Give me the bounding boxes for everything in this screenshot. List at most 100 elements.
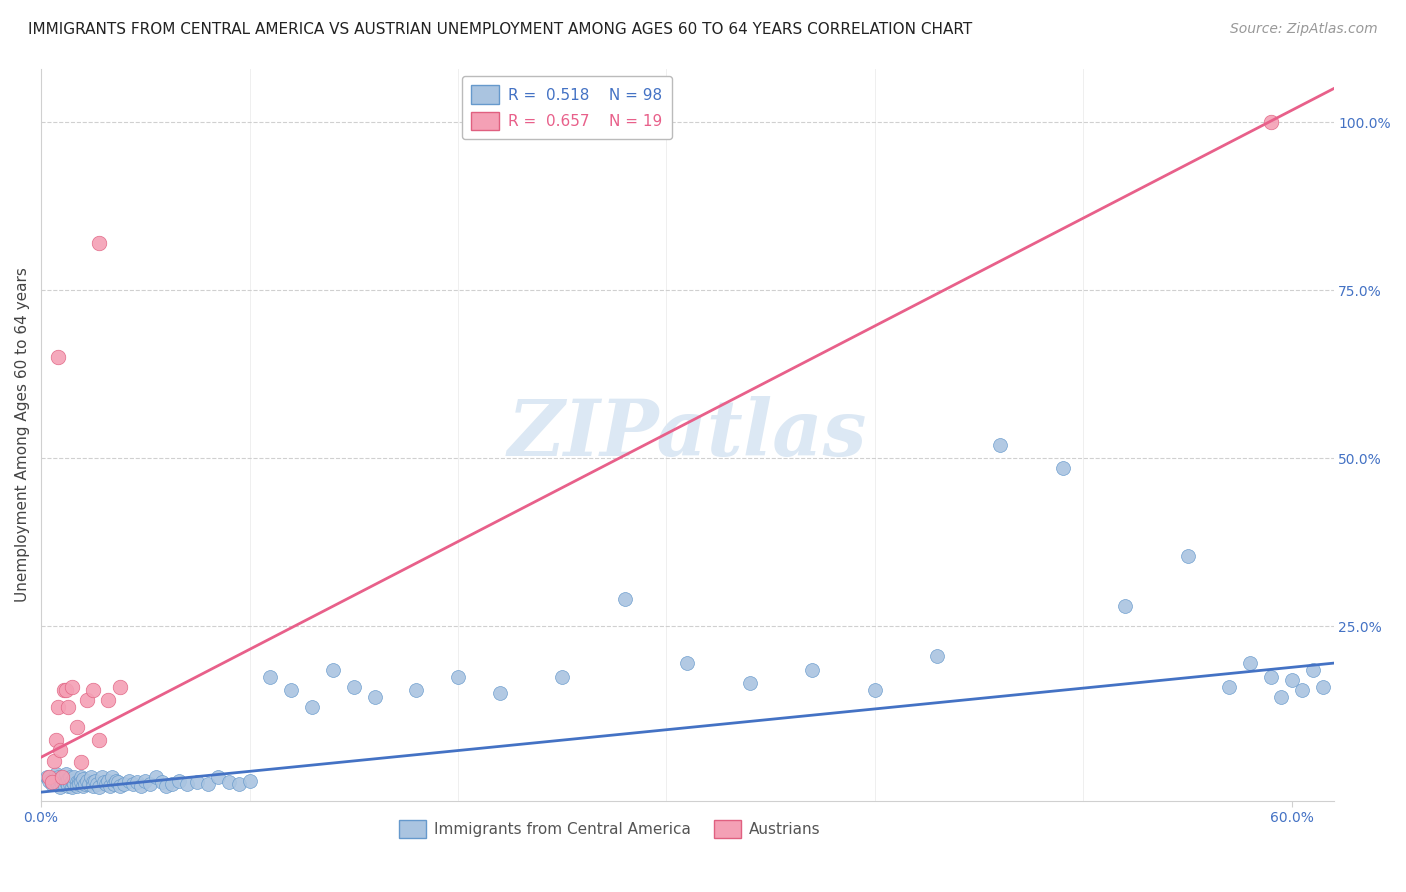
Point [49, 743, 72, 757]
Point [988, 438, 1011, 452]
Point [98, 779, 121, 793]
Point [89, 236, 111, 251]
Point [42, 754, 65, 768]
Point [1218, 680, 1240, 694]
Point [301, 699, 323, 714]
Point [82, 779, 104, 793]
Point [280, 683, 302, 698]
Point [51, 770, 73, 784]
Point [80, 770, 103, 784]
Text: ZIPatlas: ZIPatlas [508, 396, 868, 473]
Point [405, 683, 427, 698]
Point [69, 755, 91, 769]
Point [150, 775, 173, 789]
Point [45, 733, 67, 747]
Point [97, 773, 120, 788]
Point [197, 777, 219, 791]
Point [93, 775, 115, 789]
Point [1177, 549, 1199, 563]
Point [60, 773, 83, 788]
Point [322, 663, 344, 677]
Point [51, 770, 73, 784]
Point [60, 780, 83, 795]
Point [1281, 673, 1303, 687]
Point [1260, 115, 1282, 129]
Point [42, 772, 65, 787]
Point [363, 690, 385, 704]
Point [65, 775, 87, 789]
Point [72, 779, 94, 793]
Point [145, 770, 167, 784]
Point [76, 773, 98, 788]
Point [67, 773, 90, 788]
Point [58, 779, 80, 793]
Point [59, 777, 82, 791]
Point [38, 770, 60, 784]
Point [110, 680, 132, 694]
Point [238, 773, 260, 788]
Point [863, 683, 886, 698]
Point [58, 699, 80, 714]
Point [488, 686, 510, 700]
Legend: Immigrants from Central America, Austrians: Immigrants from Central America, Austria… [392, 814, 827, 845]
Point [1260, 669, 1282, 683]
Point [53, 777, 76, 791]
Point [101, 770, 124, 784]
Point [155, 779, 177, 793]
Point [138, 777, 160, 791]
Text: IMMIGRANTS FROM CENTRAL AMERICA VS AUSTRIAN UNEMPLOYMENT AMONG AGES 60 TO 64 YEA: IMMIGRANTS FROM CENTRAL AMERICA VS AUSTR… [28, 22, 973, 37]
Point [45, 775, 67, 789]
Point [89, 733, 111, 747]
Point [58, 772, 80, 787]
Y-axis label: Unemployment Among Ages 60 to 64 years: Unemployment Among Ages 60 to 64 years [15, 268, 30, 602]
Point [1312, 680, 1334, 694]
Point [49, 780, 72, 795]
Point [76, 693, 98, 707]
Point [46, 351, 69, 365]
Point [1291, 683, 1313, 698]
Point [162, 777, 184, 791]
Point [103, 777, 125, 791]
Point [65, 720, 87, 734]
Point [69, 775, 91, 789]
Point [218, 775, 240, 789]
Point [129, 779, 152, 793]
Point [1114, 599, 1136, 613]
Point [59, 770, 82, 784]
Point [89, 780, 111, 795]
Point [1302, 663, 1324, 677]
Point [167, 773, 190, 788]
Point [134, 773, 156, 788]
Point [51, 777, 73, 791]
Point [447, 669, 470, 683]
Point [801, 663, 824, 677]
Point [90, 770, 112, 784]
Point [94, 777, 117, 791]
Point [63, 770, 86, 784]
Point [110, 779, 132, 793]
Point [46, 770, 69, 784]
Point [105, 773, 128, 788]
Point [97, 693, 120, 707]
Point [82, 775, 104, 789]
Point [676, 656, 699, 670]
Point [82, 683, 104, 698]
Point [67, 777, 90, 791]
Point [45, 767, 67, 781]
Point [125, 775, 148, 789]
Point [121, 777, 143, 791]
Point [46, 777, 69, 791]
Point [1239, 656, 1261, 670]
Point [118, 773, 141, 788]
Point [84, 773, 107, 788]
Point [55, 683, 77, 698]
Text: Source: ZipAtlas.com: Source: ZipAtlas.com [1230, 22, 1378, 37]
Point [551, 669, 574, 683]
Point [86, 777, 108, 791]
Point [55, 767, 77, 781]
Point [69, 770, 91, 784]
Point [49, 773, 72, 788]
Point [41, 777, 63, 791]
Point [186, 775, 208, 789]
Point [73, 777, 96, 791]
